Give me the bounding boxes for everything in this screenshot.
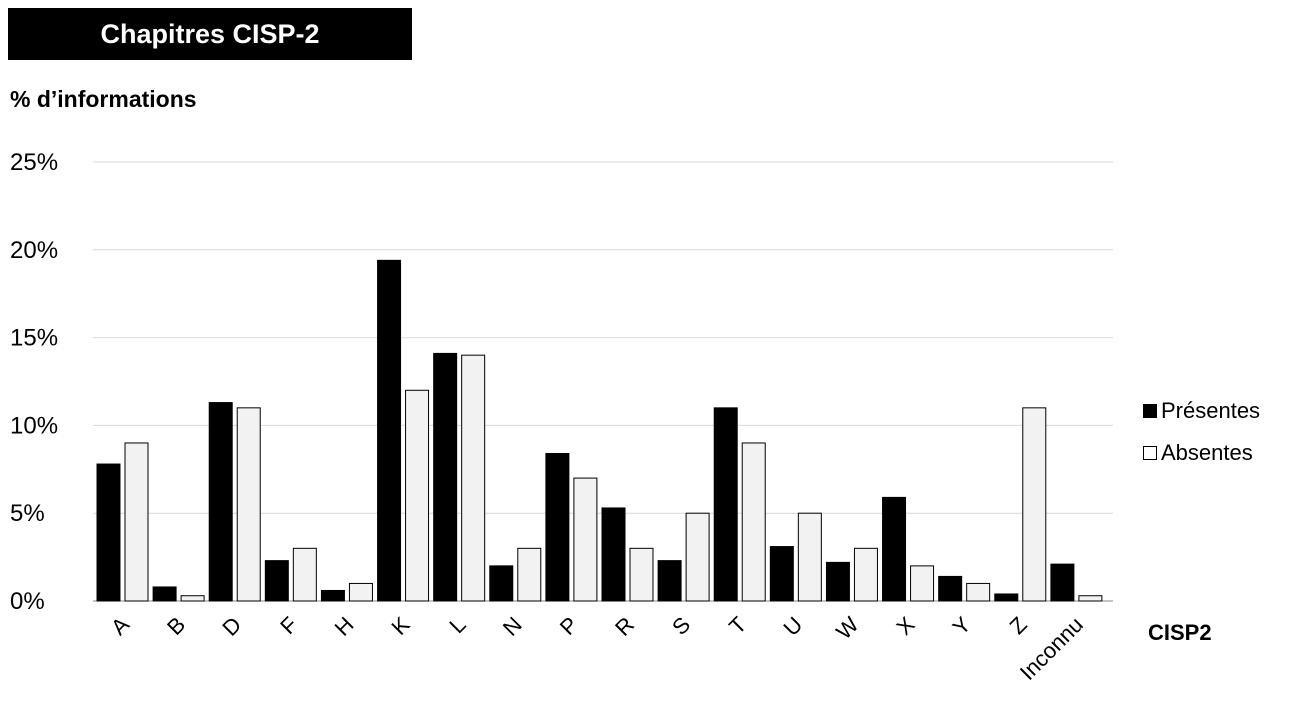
x-tick-label: W xyxy=(831,612,864,645)
bar-absentes-r xyxy=(629,547,654,602)
bar-absentes-z xyxy=(1022,407,1047,602)
legend-label-presentes: Présentes xyxy=(1161,398,1261,423)
bar-presentes-p xyxy=(545,452,570,602)
y-tick-label: 25% xyxy=(10,149,58,176)
x-tick-label: F xyxy=(275,612,302,639)
legend-swatch-absentes xyxy=(1143,446,1157,460)
x-tick-label: Z xyxy=(1005,612,1032,639)
legend-swatch-presentes xyxy=(1143,404,1157,418)
bar-presentes-k xyxy=(377,259,402,602)
legend-label-absentes: Absentes xyxy=(1161,440,1253,465)
bar-presentes-l xyxy=(433,352,458,602)
x-tick-label: A xyxy=(106,612,134,640)
x-tick-label: B xyxy=(162,612,190,640)
x-tick-label: K xyxy=(387,612,415,640)
bar-presentes-y xyxy=(938,575,963,602)
bar-absentes-n xyxy=(517,547,542,602)
x-axis-label: CISP2 xyxy=(1148,620,1212,645)
x-tick-label: S xyxy=(667,612,695,640)
x-tick-label: P xyxy=(555,612,583,640)
bar-absentes-b xyxy=(180,595,205,602)
chart-title: Chapitres CISP-2 xyxy=(8,8,412,60)
bar-absentes-f xyxy=(292,547,317,602)
bar-presentes-a xyxy=(96,463,121,602)
bar-presentes-s xyxy=(657,560,682,602)
legend-item-absentes: Absentes xyxy=(1143,440,1253,466)
bar-absentes-t xyxy=(741,442,766,602)
bar-presentes-z xyxy=(994,593,1019,602)
bar-absentes-w xyxy=(853,547,878,602)
y-tick-label: 15% xyxy=(10,325,58,352)
bar-absentes-s xyxy=(685,512,710,602)
bar-absentes-l xyxy=(461,354,486,602)
bar-presentes-x xyxy=(882,496,907,602)
y-axis-label: % d’informations xyxy=(10,86,197,112)
x-tick-label: Y xyxy=(948,612,976,640)
bar-presentes-n xyxy=(489,565,514,602)
bar-absentes-a xyxy=(124,442,149,602)
bars xyxy=(96,259,1103,602)
x-tick-label: X xyxy=(892,612,920,640)
bar-absentes-h xyxy=(348,582,373,602)
y-tick-labels: 0% 5% 10% 15% 20% 25% xyxy=(10,149,58,615)
bar-presentes-inconnu xyxy=(1050,563,1075,602)
bar-presentes-r xyxy=(601,507,626,602)
bar-absentes-k xyxy=(405,389,430,602)
bar-presentes-w xyxy=(825,561,850,602)
y-tick-label: 0% xyxy=(10,588,45,615)
legend-item-presentes: Présentes xyxy=(1143,398,1260,424)
bar-absentes-inconnu xyxy=(1078,595,1103,602)
x-tick-label: H xyxy=(330,612,359,641)
x-tick-label: R xyxy=(610,612,639,641)
x-tick-label: D xyxy=(217,612,246,641)
y-tick-label: 10% xyxy=(10,412,58,439)
x-tick-label: U xyxy=(778,612,807,641)
x-tick-label: T xyxy=(724,612,751,639)
bar-absentes-d xyxy=(236,407,261,602)
bar-absentes-u xyxy=(797,512,822,602)
y-tick-label: 20% xyxy=(10,237,58,264)
bar-absentes-y xyxy=(966,582,991,602)
x-tick-label: L xyxy=(444,612,470,638)
bar-presentes-d xyxy=(208,402,233,602)
bar-presentes-t xyxy=(713,407,738,602)
bar-presentes-h xyxy=(320,589,345,602)
y-tick-label: 5% xyxy=(10,500,45,527)
bar-presentes-u xyxy=(769,546,794,602)
x-tick-label: Inconnu xyxy=(1015,612,1088,685)
bar-presentes-f xyxy=(264,560,289,602)
bar-absentes-x xyxy=(910,565,935,602)
bar-presentes-b xyxy=(152,586,177,602)
x-tick-label: N xyxy=(498,612,527,641)
bar-absentes-p xyxy=(573,477,598,602)
